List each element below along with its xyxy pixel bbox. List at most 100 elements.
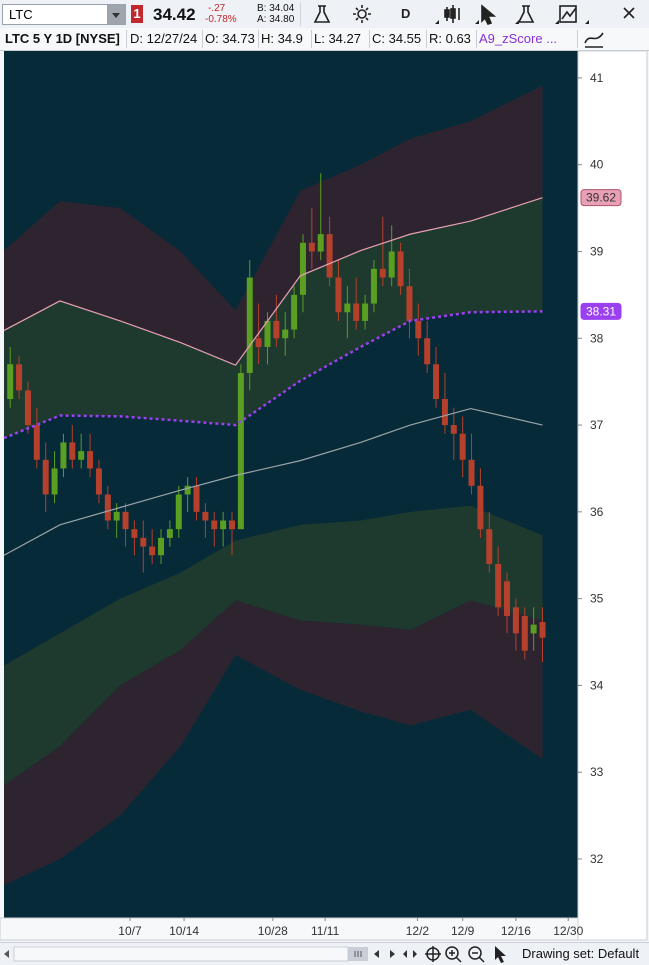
symbol-input[interactable]: LTC	[2, 4, 126, 25]
candle-body	[317, 234, 324, 252]
x-tick-label: 12/30	[553, 924, 583, 938]
pct-change: -0.78%	[205, 14, 237, 25]
candle-body	[415, 320, 422, 339]
y-tick-label: 41	[590, 71, 604, 85]
y-tick-label: 32	[590, 852, 604, 866]
x-tick-label: 11/11	[311, 924, 340, 938]
candle-body	[291, 294, 298, 330]
chart-title: LTC 5 Y 1D [NYSE]	[2, 30, 127, 48]
band-fill	[4, 600, 543, 886]
net-change: -.27	[208, 3, 226, 14]
candle-body	[131, 529, 138, 538]
price-axis	[577, 50, 648, 941]
candle-body	[504, 581, 511, 616]
x-tick-label: 10/14	[169, 924, 199, 938]
candle-body	[69, 442, 76, 460]
chart: 32 33 34 35 36 37 38 39 40 41 10/7 10/14 10/28 11/11 1…	[0, 50, 648, 941]
last-value-tag	[580, 302, 622, 320]
band-fill	[4, 311, 543, 556]
candle-body	[512, 607, 519, 634]
band-fill	[4, 197, 543, 439]
candle-body	[60, 442, 67, 469]
candle-body	[335, 277, 342, 313]
study-icon[interactable]	[582, 28, 606, 50]
bid: B: 34.04	[257, 3, 295, 14]
candle-body	[264, 320, 271, 347]
candle-body	[184, 485, 191, 495]
low: L: 34.27	[311, 30, 370, 48]
last-value-label: 39.62	[586, 191, 616, 205]
candle-body	[459, 433, 466, 460]
open: O: 34.73	[202, 30, 259, 48]
candle-body	[255, 338, 262, 347]
candle-body	[7, 364, 14, 400]
candle-body	[140, 537, 147, 547]
candle-body	[33, 425, 40, 460]
candle-body	[406, 286, 413, 321]
candle-body	[149, 546, 156, 556]
candle-body	[282, 329, 289, 339]
candle-body	[486, 529, 493, 564]
candle-body	[424, 338, 431, 365]
info-bar: LTC 5 Y 1D [NYSE] D: 12/27/24 O: 34.73 H…	[0, 28, 649, 51]
band-fill	[4, 505, 543, 786]
candle-body	[495, 563, 502, 608]
close: C: 34.55	[369, 30, 427, 48]
y-tick-label: 39	[590, 244, 604, 258]
last-price: 34.42	[153, 5, 196, 24]
candle-body	[433, 364, 440, 400]
candle-body	[468, 459, 475, 486]
y-tick-label: 36	[590, 505, 604, 519]
candle-body	[202, 511, 209, 521]
candle-body	[388, 251, 395, 278]
candle-body	[477, 485, 484, 530]
candle-body	[246, 277, 253, 373]
band-fill	[4, 408, 543, 666]
candle-body	[95, 468, 102, 495]
scroll-controls[interactable]	[0, 943, 520, 965]
last-value-label: 38.31	[586, 304, 616, 318]
candle-body	[166, 529, 173, 538]
candle-body	[353, 303, 360, 321]
candle-body	[362, 303, 369, 321]
band-line	[3, 310, 543, 440]
candle-body	[326, 234, 333, 278]
candle-body	[104, 494, 111, 521]
dropdown-icon	[112, 13, 120, 18]
y-tick-label: 37	[590, 418, 604, 432]
candle-body	[370, 268, 377, 304]
candle-body	[441, 399, 448, 426]
y-tick-label: 34	[590, 678, 604, 692]
candle-body	[51, 468, 58, 495]
candle-body	[16, 364, 23, 391]
drawing-set[interactable]: Drawing set: Default	[522, 946, 640, 961]
candle-body	[450, 425, 457, 434]
candle-body	[87, 451, 94, 469]
candle-body	[113, 511, 120, 521]
ask: A: 34.80	[257, 14, 295, 25]
candle-body	[193, 485, 200, 512]
study-label[interactable]: A9_zScore ...	[476, 30, 578, 48]
dropdown[interactable]	[107, 5, 125, 24]
toolbar: LTC 1 34.42 -.27 -0.78% B: 34.04 A: 34.8…	[0, 0, 649, 29]
range: R: 0.63	[426, 30, 477, 48]
candle-body	[273, 320, 280, 339]
y-tick-label: 35	[590, 592, 604, 606]
candle-body	[344, 303, 351, 313]
candle-body	[397, 251, 404, 287]
period-button[interactable]: D	[401, 6, 411, 21]
date: D: 12/27/24	[127, 30, 203, 48]
band-line	[3, 407, 543, 556]
candle-body	[24, 390, 31, 426]
candle-body	[158, 537, 165, 556]
candle-body	[379, 268, 386, 278]
candle-body	[229, 520, 236, 530]
alert-badge[interactable]: 1	[131, 5, 143, 23]
candle-body	[175, 494, 182, 530]
bottom-bar: Drawing set: Default	[0, 942, 649, 965]
candle-body	[220, 520, 227, 530]
candle-body	[530, 624, 537, 634]
time-axis	[0, 917, 579, 941]
toolbar-icons[interactable]	[300, 0, 649, 28]
